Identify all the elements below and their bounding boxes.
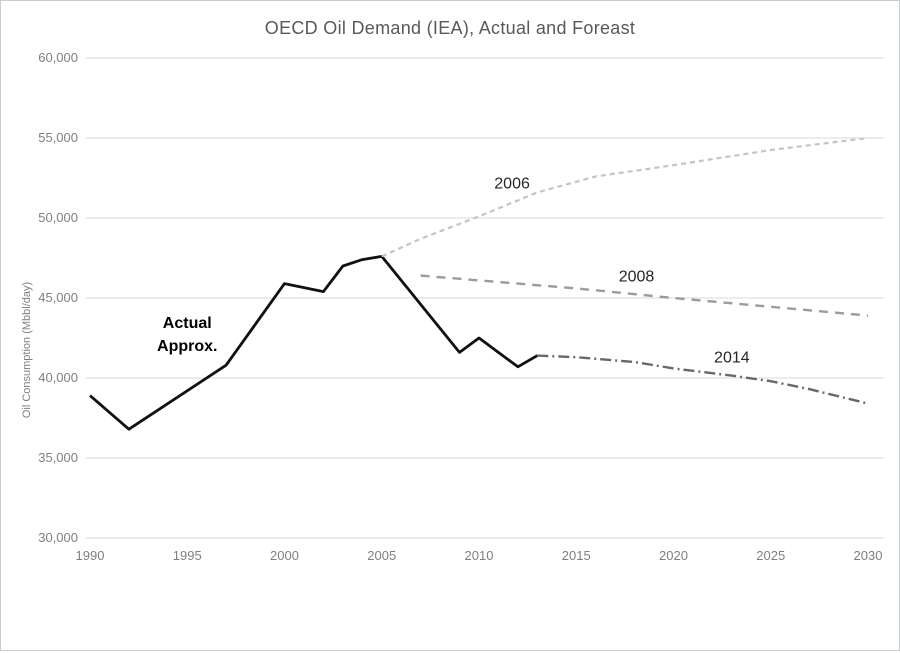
y-tick-label: 55,000 <box>38 130 78 145</box>
x-tick-label: 2015 <box>561 548 591 563</box>
x-tick-label: 1995 <box>172 548 202 563</box>
y-tick-label: 35,000 <box>38 450 78 465</box>
y-tick-label: 30,000 <box>38 530 78 545</box>
series-label-forecast-2014: 2014 <box>714 349 750 367</box>
x-tick-label: 2025 <box>756 548 786 563</box>
chart-title: OECD Oil Demand (IEA), Actual and Foreas… <box>264 18 636 38</box>
y-tick-label: 60,000 <box>38 50 78 65</box>
x-tick-label: 2005 <box>367 548 397 563</box>
y-tick-label: 50,000 <box>38 210 78 225</box>
y-tick-label: 40,000 <box>38 370 78 385</box>
series-line-forecast-2014 <box>537 354 869 405</box>
x-tick-label: 2000 <box>270 548 299 563</box>
x-tick-label: 2020 <box>659 548 688 563</box>
series-label-forecast-2008: 2008 <box>618 268 655 286</box>
x-tick-label: 2030 <box>853 548 883 563</box>
series-line-forecast-2008 <box>420 274 869 317</box>
series-label-forecast-2006: 2006 <box>494 175 530 193</box>
x-tick-label: 2010 <box>464 548 494 563</box>
series-line-actual <box>89 254 538 431</box>
series-line-forecast-2006 <box>381 136 869 258</box>
series-label-actual: Actual Approx. <box>157 314 218 355</box>
y-tick-label: 45,000 <box>38 290 78 305</box>
x-tick-label: 1990 <box>75 548 105 563</box>
